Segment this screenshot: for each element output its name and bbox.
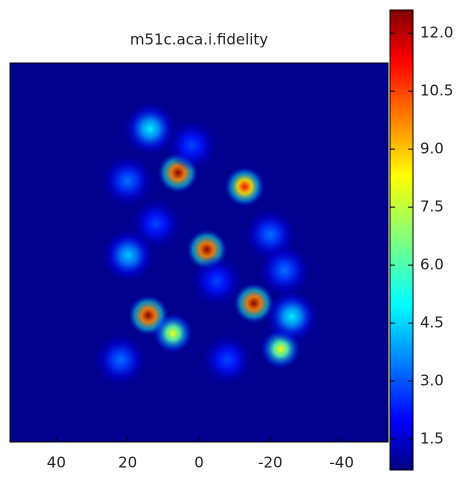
x-tick-label: -20	[258, 454, 283, 472]
image-peak	[233, 283, 274, 324]
x-tick-label: 0	[194, 454, 204, 472]
colorbar-tick-label: 7.5	[420, 198, 444, 216]
colorbar-tick-label: 9.0	[420, 140, 444, 158]
colorbar-tick-label: 3.0	[420, 372, 444, 390]
colorbar-tick-label: 10.5	[420, 82, 453, 100]
image-peak	[224, 166, 265, 207]
image-peak	[258, 244, 311, 297]
chart-title: m51c.aca.i.fidelity	[130, 31, 268, 49]
x-tick-label: -40	[329, 454, 354, 472]
image-peak	[165, 119, 218, 172]
image-peak	[201, 333, 254, 386]
image-peak	[130, 197, 183, 250]
colorbar	[389, 9, 414, 471]
colorbar-tick-label: 12.0	[420, 24, 453, 42]
x-tick-label: 40	[47, 454, 66, 472]
x-tick-label: 20	[118, 454, 137, 472]
image-peak	[101, 154, 154, 207]
image-peak	[124, 102, 177, 155]
colorbar-tick-label: 4.5	[420, 314, 444, 332]
colorbar-tick-label: 6.0	[420, 256, 444, 274]
image	[94, 102, 318, 386]
image-peak	[190, 255, 243, 308]
colorbar-tick-label: 1.5	[420, 430, 444, 448]
image-peak	[94, 333, 147, 386]
image-peak	[265, 290, 318, 343]
image-peak	[152, 313, 193, 354]
